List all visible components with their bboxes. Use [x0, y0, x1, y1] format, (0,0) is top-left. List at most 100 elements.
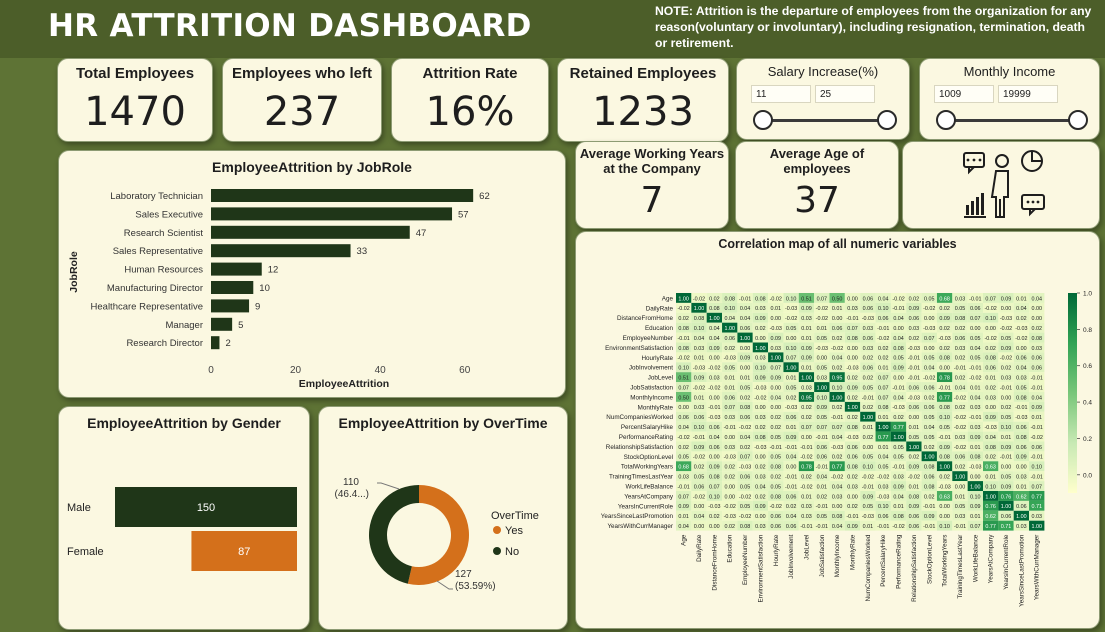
heatmap-cell: [860, 392, 876, 402]
heatmap-cell: [1029, 302, 1045, 313]
heatmap-cell: [921, 510, 937, 521]
cell-value: -0.02: [1015, 336, 1027, 342]
slicer-label: Salary Increase(%): [767, 64, 879, 79]
slicer-max-handle[interactable]: [877, 110, 897, 130]
monthly-income-slicer[interactable]: Monthly Income 1009 19999: [919, 58, 1100, 140]
slicer-track[interactable]: [944, 119, 1077, 122]
heatmap-cell: [814, 372, 830, 383]
heatmap-cell: [998, 451, 1014, 462]
data-label: 110: [343, 477, 359, 488]
column-label: DailyRate: [696, 534, 703, 562]
heatmap-cell: [798, 500, 815, 511]
cell-value: 0.07: [786, 356, 797, 362]
cell-value: 0.03: [755, 356, 766, 362]
heatmap-cell: [676, 302, 692, 313]
heatmap-cell: [752, 461, 769, 472]
cell-value: 0.03: [832, 494, 843, 500]
column-label: JobSatisfaction: [819, 534, 826, 577]
cell-value: 0.09: [678, 504, 689, 510]
cell-value: 0.06: [832, 326, 843, 332]
cell-value: 0.00: [863, 445, 874, 451]
cell-value: 0.09: [893, 484, 904, 490]
heatmap-cell: [752, 352, 769, 363]
heatmap-cell: [998, 362, 1014, 373]
slicer-max-handle[interactable]: [1068, 110, 1088, 130]
cell-value: -0.01: [923, 524, 935, 530]
cell-value: -0.02: [816, 306, 828, 312]
cell-value: -0.02: [954, 415, 966, 421]
column-label: JobInvolvement: [788, 534, 795, 578]
x-tick-label: 0: [208, 365, 214, 376]
cell-value: 0.62: [1016, 494, 1027, 500]
slicer-min-input[interactable]: 1009: [934, 85, 994, 103]
heatmap-cell: [875, 441, 891, 452]
heatmap-cell: [676, 491, 692, 501]
heatmap-cell: [829, 441, 845, 452]
heatmap-cell: [952, 322, 968, 333]
cell-value: 0.09: [1001, 346, 1012, 352]
cell-value: -0.02: [770, 296, 782, 302]
heatmap-cell: [783, 322, 799, 333]
cell-value: 0.06: [847, 445, 858, 451]
heatmap-cell: [875, 382, 891, 392]
heatmap-cell: [890, 352, 907, 363]
heatmap-cell: [768, 461, 784, 472]
slicer-min-handle[interactable]: [936, 110, 956, 130]
cell-value: 0.10: [878, 306, 889, 312]
salary-increase-slicer[interactable]: Salary Increase(%) 11 25: [736, 58, 910, 140]
heatmap-cell: [814, 471, 830, 482]
heatmap-cell: [860, 481, 876, 491]
heatmap-cell: [706, 342, 723, 353]
cell-value: 0.02: [955, 405, 966, 411]
column-label: StockOptionLevel: [926, 535, 933, 584]
category-label: Healthcare Representative: [91, 301, 203, 312]
cell-value: 0.07: [878, 376, 889, 382]
header-bar: HR ATTRITION DASHBOARD NOTE: Attrition i…: [0, 0, 1105, 58]
heatmap-cell: [798, 441, 815, 452]
cell-value: 0.00: [771, 405, 782, 411]
cell-value: 0.07: [817, 296, 828, 302]
heatmap-cell: [1013, 451, 1030, 462]
cell-value: 0.05: [771, 484, 782, 490]
slicer-track[interactable]: [761, 119, 887, 122]
cell-value: 0.02: [939, 346, 950, 352]
leader-line: [377, 482, 400, 490]
heatmap-cell: [1029, 421, 1045, 432]
jobrole-attrition-chart: EmployeeAttrition by JobRole Laboratory …: [58, 150, 566, 398]
cell-value: 0.04: [740, 306, 751, 312]
heatmap-cell: [1029, 332, 1045, 343]
heatmap-cell: [921, 352, 937, 363]
category-label: Sales Executive: [135, 209, 203, 220]
slicer-min-handle[interactable]: [753, 110, 773, 130]
heatmap-cell: [722, 382, 738, 392]
cell-value: 0.05: [817, 415, 828, 421]
heatmap-cell: [752, 401, 769, 412]
heatmap-cell: [890, 332, 907, 343]
cell-value: 0.07: [801, 425, 812, 431]
cell-value: 0.00: [740, 366, 751, 372]
heatmap-cell: [967, 421, 983, 432]
heatmap-cell: [844, 372, 861, 383]
slicer-min-input[interactable]: 11: [751, 85, 811, 103]
cell-value: 0.02: [893, 415, 904, 421]
row-label: JobSatisfaction: [630, 385, 673, 392]
cell-value: -0.01: [969, 366, 981, 372]
heatmap-cell: [752, 342, 769, 353]
slicer-max-input[interactable]: 25: [815, 85, 875, 103]
heatmap-cell: [1013, 342, 1030, 353]
heatmap-cell: [921, 293, 937, 303]
cell-value: 0.00: [939, 514, 950, 520]
cell-value: 0.02: [771, 425, 782, 431]
heatmap-cell: [1029, 362, 1045, 373]
bar: [115, 487, 297, 527]
heatmap-cell: [967, 382, 983, 392]
data-label: 150: [197, 502, 215, 514]
heatmap-cell: [829, 362, 845, 373]
heatmap-cell: [706, 382, 723, 392]
cell-value: 0.09: [801, 346, 812, 352]
heatmap-cell: [952, 491, 968, 501]
cell-value: 0.08: [985, 356, 996, 362]
slicer-max-input[interactable]: 19999: [998, 85, 1058, 103]
cell-value: -0.02: [954, 445, 966, 451]
heatmap-cell: [952, 342, 968, 353]
